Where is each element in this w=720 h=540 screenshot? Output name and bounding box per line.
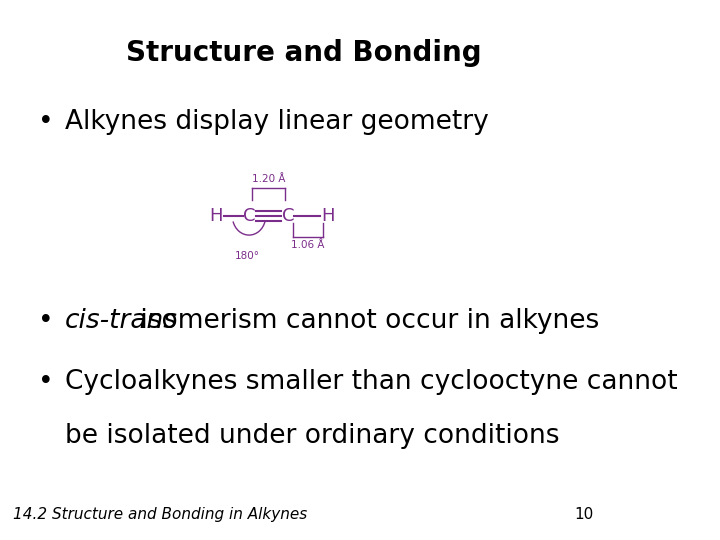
Text: Cycloalkynes smaller than cyclooctyne cannot: Cycloalkynes smaller than cyclooctyne ca…: [65, 369, 678, 395]
Text: be isolated under ordinary conditions: be isolated under ordinary conditions: [65, 423, 559, 449]
Text: 180°: 180°: [235, 251, 260, 261]
Text: 14.2 Structure and Bonding in Alkynes: 14.2 Structure and Bonding in Alkynes: [14, 508, 307, 523]
Text: H: H: [209, 207, 222, 225]
Text: 10: 10: [574, 508, 593, 523]
Text: isomerism cannot occur in alkynes: isomerism cannot occur in alkynes: [132, 308, 600, 334]
Text: cis-trans: cis-trans: [65, 308, 178, 334]
Text: Structure and Bonding: Structure and Bonding: [125, 39, 481, 67]
Text: Alkynes display linear geometry: Alkynes display linear geometry: [65, 109, 489, 135]
Text: C: C: [243, 207, 256, 225]
Text: 1.20 Å: 1.20 Å: [252, 174, 285, 184]
Text: H: H: [321, 207, 334, 225]
Text: 1.06 Å: 1.06 Å: [291, 240, 325, 251]
Text: C: C: [282, 207, 294, 225]
Text: •: •: [37, 369, 53, 395]
Text: •: •: [37, 109, 53, 135]
Text: •: •: [37, 308, 53, 334]
